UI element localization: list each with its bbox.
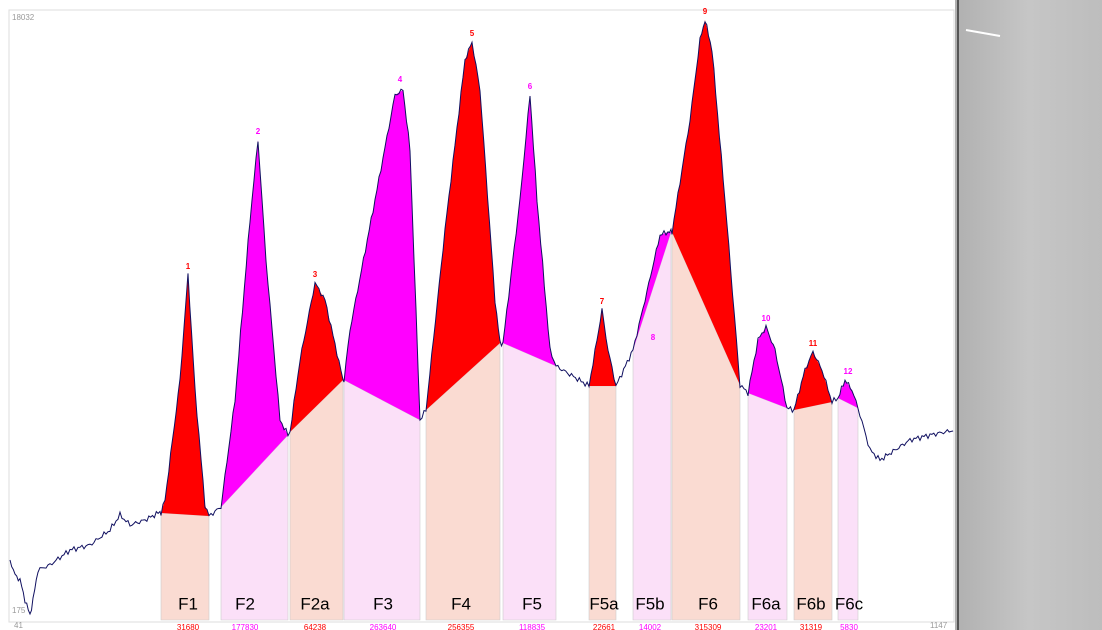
peak-number: 8 bbox=[651, 333, 656, 342]
peak-number: 11 bbox=[809, 339, 818, 348]
fraction-label: F6a bbox=[751, 594, 781, 613]
fraction-label: F6b bbox=[796, 594, 825, 613]
peak-number: 2 bbox=[256, 127, 261, 136]
fraction-base bbox=[503, 343, 556, 620]
fraction-base bbox=[794, 402, 832, 620]
fraction-area: 315309 bbox=[695, 623, 722, 630]
fraction-label: F2a bbox=[300, 594, 330, 613]
gel-image bbox=[955, 0, 1102, 630]
fraction-base bbox=[838, 398, 858, 620]
fraction-area: 263640 bbox=[370, 623, 397, 630]
peak-number: 12 bbox=[844, 367, 853, 376]
fraction-label: F4 bbox=[451, 594, 471, 613]
fraction-label: F5 bbox=[522, 594, 542, 613]
densitometry-view: 1 F1 2 F2 3 F2a 4 F3 5 F4 6 F5 7 F5a 8 F5b 9 F6 10 F6a 11 F6b… bbox=[0, 0, 1102, 630]
x-min-label: 41 bbox=[14, 621, 23, 630]
fraction-area: 31680 bbox=[177, 623, 200, 630]
fraction-label: F5a bbox=[589, 594, 619, 613]
fraction-area: 22661 bbox=[593, 623, 616, 630]
fraction-area: 14002 bbox=[639, 623, 662, 630]
peak-number: 10 bbox=[762, 314, 771, 323]
peak-number: 3 bbox=[313, 270, 318, 279]
fraction-label: F2 bbox=[235, 594, 255, 613]
y-min-label: 175 bbox=[12, 606, 26, 615]
fraction-area: 118835 bbox=[519, 623, 546, 630]
x-max-label: 1147 bbox=[930, 621, 948, 630]
fraction-base bbox=[589, 386, 616, 620]
fraction-label: F6c bbox=[835, 594, 864, 613]
fraction-area: 31319 bbox=[800, 623, 823, 630]
fraction-area: 64238 bbox=[304, 623, 327, 630]
fraction-label: F3 bbox=[373, 594, 393, 613]
fraction-base bbox=[748, 393, 787, 620]
fraction-label: F6 bbox=[698, 594, 718, 613]
peak-number: 4 bbox=[398, 75, 403, 84]
fraction-base bbox=[344, 380, 420, 620]
fraction-area: 5830 bbox=[840, 623, 858, 630]
fraction-area: 177830 bbox=[232, 623, 259, 630]
fraction-area: 23201 bbox=[755, 623, 778, 630]
peak-number: 1 bbox=[186, 262, 191, 271]
fraction-label: F1 bbox=[178, 594, 198, 613]
fraction-area: 256355 bbox=[448, 623, 475, 630]
fraction-label: F5b bbox=[635, 594, 664, 613]
peak-number: 6 bbox=[528, 82, 533, 91]
peak-number: 5 bbox=[470, 29, 475, 38]
peak-number: 7 bbox=[600, 297, 605, 306]
peak-number: 9 bbox=[703, 7, 708, 16]
y-max-label: 18032 bbox=[12, 13, 35, 22]
